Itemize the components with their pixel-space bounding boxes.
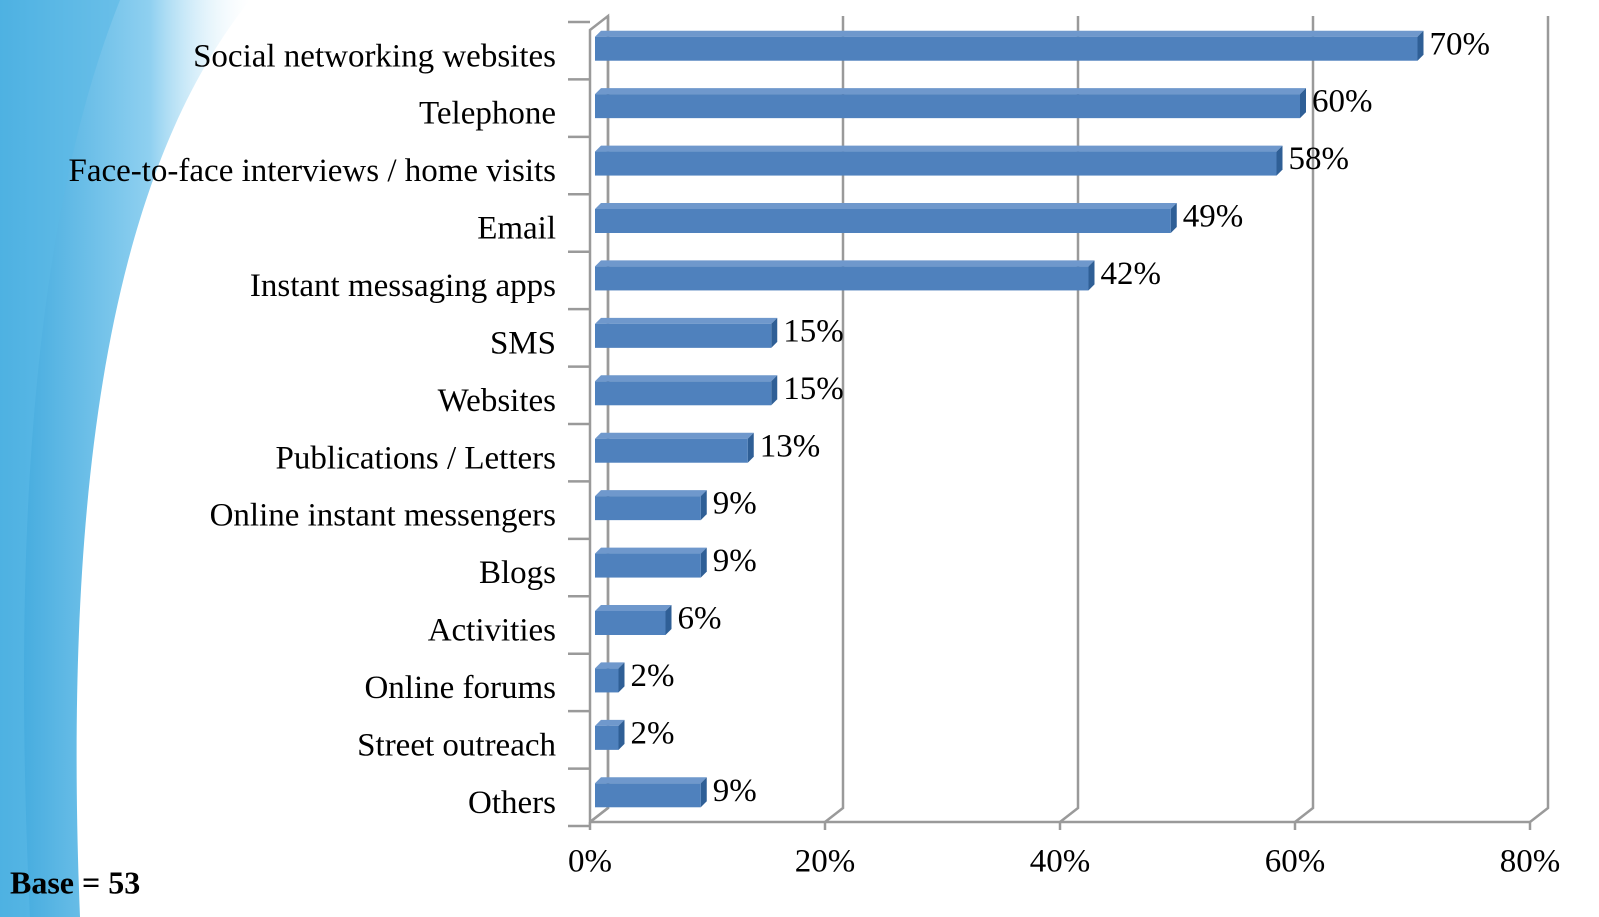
- bar-side: [1170, 203, 1177, 233]
- background-swirl: [0, 0, 250, 917]
- bar-top: [595, 662, 625, 669]
- bar: [595, 783, 701, 808]
- bar-side: [1276, 145, 1283, 176]
- bar: [595, 209, 1171, 233]
- grid-line: [1059, 16, 1080, 823]
- bar: [595, 94, 1300, 119]
- data-label: 42%: [1101, 256, 1162, 292]
- data-label: 9%: [713, 773, 757, 809]
- bar-side: [1417, 30, 1424, 61]
- grid-line: [1529, 16, 1550, 823]
- bar-side: [747, 432, 754, 463]
- bar-side: [665, 605, 672, 635]
- x-tick-label: 80%: [1500, 844, 1561, 880]
- bar: [595, 725, 619, 750]
- bar-top: [595, 605, 672, 611]
- bar-side: [618, 719, 625, 750]
- grid-line: [824, 16, 845, 823]
- annotation: Base = 53: [10, 864, 140, 900]
- bar-side: [771, 317, 778, 348]
- bar-top: [595, 317, 778, 324]
- data-label: 70%: [1430, 26, 1491, 62]
- data-label: 2%: [631, 715, 675, 751]
- bar: [595, 438, 748, 463]
- bar-top: [595, 719, 625, 726]
- grid-line: [589, 16, 610, 823]
- bar-side: [771, 375, 778, 406]
- bar: [595, 496, 701, 521]
- y-tick-label: Telephone: [419, 96, 556, 132]
- data-label: 15%: [783, 371, 844, 407]
- data-label: 13%: [760, 428, 821, 464]
- background-swirl: [0, 0, 120, 917]
- bar-top: [595, 777, 707, 784]
- bar-top: [595, 145, 1283, 152]
- y-tick-label: Activities: [428, 613, 556, 649]
- y-tick-label: Online instant messengers: [210, 498, 556, 534]
- bar-side: [700, 547, 707, 578]
- y-tick-label: SMS: [490, 325, 556, 361]
- axis-wall: [588, 13, 610, 825]
- bar-top: [595, 88, 1306, 95]
- bar-top: [595, 432, 754, 439]
- y-tick-label: Blogs: [479, 555, 556, 591]
- bar: [595, 151, 1277, 176]
- y-tick-label: Email: [477, 211, 556, 247]
- y-tick-label: Instant messaging apps: [250, 268, 556, 304]
- data-label: 58%: [1289, 141, 1350, 177]
- x-tick-label: 20%: [795, 844, 856, 880]
- bar-side: [1088, 260, 1095, 291]
- bar-top: [595, 490, 707, 497]
- bar-top: [595, 203, 1177, 209]
- y-tick-label: Face-to-face interviews / home visits: [68, 153, 556, 189]
- y-tick-label: Others: [468, 785, 556, 821]
- bar-side: [700, 490, 707, 521]
- data-label: 60%: [1312, 84, 1373, 120]
- y-tick-label: Social networking websites: [193, 38, 556, 74]
- data-label: 6%: [678, 601, 722, 637]
- data-label: 2%: [631, 658, 675, 694]
- y-tick-label: Street outreach: [357, 727, 556, 763]
- data-label: 15%: [783, 313, 844, 349]
- data-label: 49%: [1183, 199, 1244, 235]
- bar-side: [700, 777, 707, 808]
- bar-side: [618, 662, 625, 693]
- bar-top: [595, 260, 1095, 267]
- bar-top: [595, 30, 1424, 37]
- data-label: 9%: [713, 543, 757, 579]
- data-label: 9%: [713, 486, 757, 522]
- bar: [595, 323, 772, 348]
- bar: [595, 553, 701, 578]
- bar: [595, 611, 666, 635]
- bar-top: [595, 547, 707, 554]
- y-tick-label: Publications / Letters: [276, 440, 556, 476]
- bar: [595, 36, 1418, 61]
- y-tick-label: Websites: [438, 383, 556, 419]
- bar: [595, 266, 1089, 291]
- bar-top: [595, 375, 778, 382]
- bar-side: [1300, 88, 1306, 119]
- y-tick-label: Online forums: [364, 670, 556, 706]
- bar: [595, 381, 772, 406]
- grid-line: [1294, 16, 1315, 823]
- x-tick-label: 0%: [568, 844, 612, 880]
- x-tick-label: 60%: [1265, 844, 1326, 880]
- bar: [595, 668, 619, 693]
- x-tick-label: 40%: [1030, 844, 1091, 880]
